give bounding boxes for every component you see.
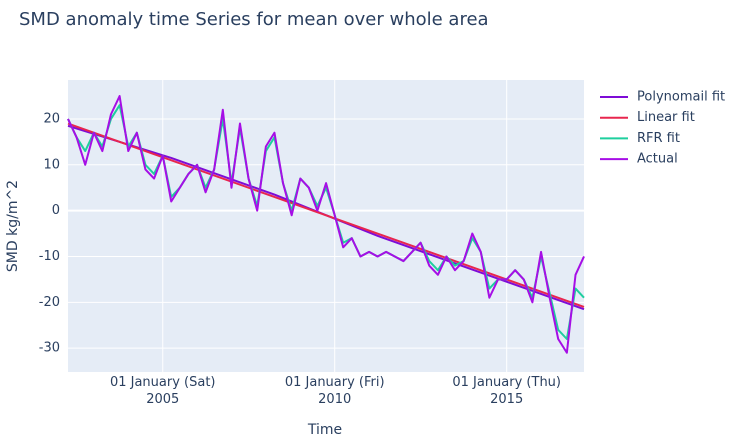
- series-line: [67, 122, 585, 308]
- x-tick-label: 01 January (Fri) 2010: [285, 375, 385, 407]
- legend-item[interactable]: Polynomail fit: [600, 90, 725, 105]
- y-tick-label: 20: [43, 111, 60, 126]
- y-tick-label: 10: [43, 157, 60, 172]
- plot-area: [68, 80, 584, 372]
- legend-label: Polynomail fit: [637, 90, 725, 105]
- y-axis-title: SMD kg/m^2: [5, 180, 21, 272]
- x-axis-title: Time: [307, 422, 342, 438]
- series-line: [67, 95, 585, 354]
- x-tick-label: 01 January (Thu) 2015: [452, 375, 561, 407]
- legend-label: Linear fit: [637, 110, 695, 125]
- y-tick-label: -20: [39, 295, 60, 310]
- legend-item[interactable]: Linear fit: [600, 110, 695, 125]
- y-tick-label: -10: [39, 249, 60, 264]
- legend-item[interactable]: Actual: [600, 152, 678, 167]
- y-tick-label: -30: [39, 341, 60, 356]
- legend-label: RFR fit: [637, 131, 680, 146]
- y-tick-label: 0: [52, 203, 60, 218]
- chart-title: SMD anomaly time Series for mean over wh…: [19, 9, 489, 30]
- legend-label: Actual: [637, 152, 678, 167]
- x-tick-label: 01 January (Sat) 2005: [110, 375, 216, 407]
- legend-item[interactable]: RFR fit: [600, 131, 680, 146]
